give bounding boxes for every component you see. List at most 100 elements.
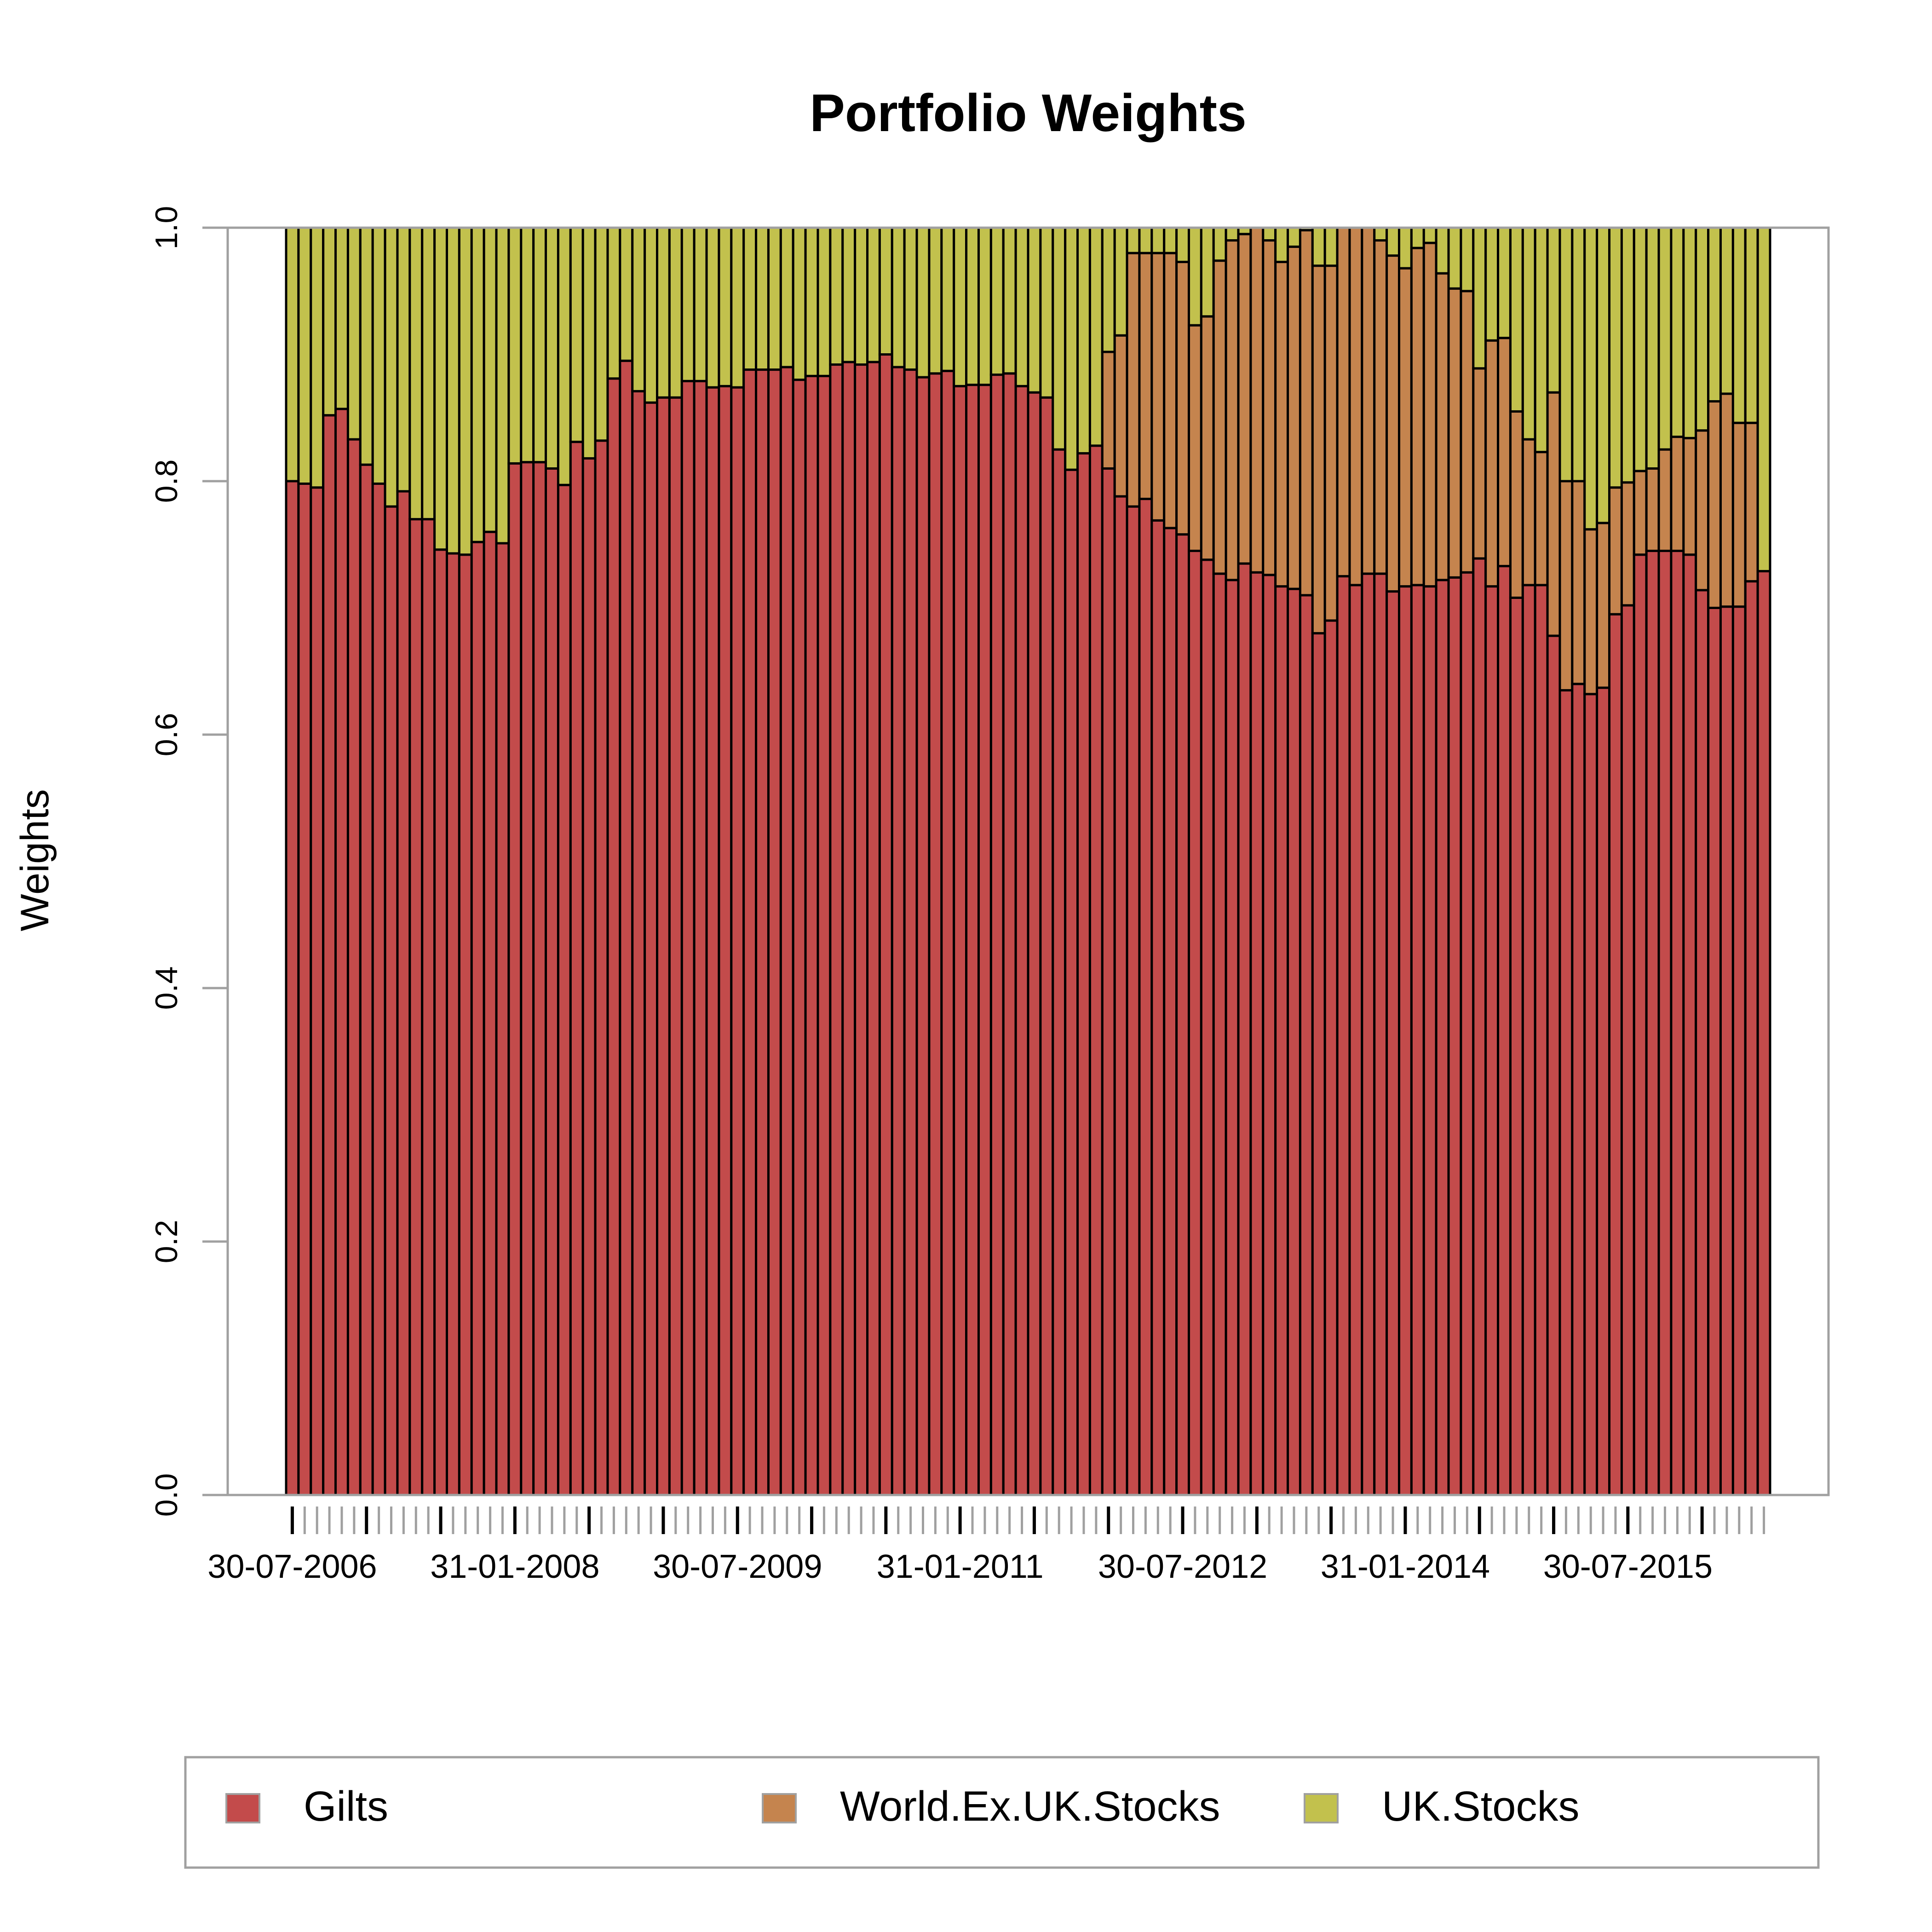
bar-uk-stocks-62 xyxy=(1052,226,1067,451)
legend-label-gilts: Gilts xyxy=(304,1783,388,1830)
bar-uk-stocks-92 xyxy=(1422,226,1438,244)
bar-uk-stocks-31 xyxy=(668,226,683,399)
bar-uk-stocks-30 xyxy=(656,226,671,399)
bar-gilts-113 xyxy=(1682,553,1697,1496)
bar-uk-stocks-91 xyxy=(1410,226,1425,249)
bar-uk-stocks-32 xyxy=(680,226,696,382)
bar-uk-stocks-90 xyxy=(1398,226,1413,270)
bar-uk-stocks-16 xyxy=(483,226,498,533)
bar-gilts-112 xyxy=(1670,550,1685,1496)
bar-world-ex-uk-stocks-70 xyxy=(1150,252,1166,522)
bar-gilts-52 xyxy=(928,372,943,1496)
bar-gilts-63 xyxy=(1064,468,1079,1496)
bar-uk-stocks-20 xyxy=(532,226,547,464)
y-tick-label: 0.8 xyxy=(149,460,184,503)
bar-gilts-77 xyxy=(1237,562,1252,1496)
bar-world-ex-uk-stocks-112 xyxy=(1670,436,1685,552)
bar-uk-stocks-23 xyxy=(569,226,584,443)
legend-swatch-uk-stocks xyxy=(1304,1793,1339,1823)
bar-gilts-79 xyxy=(1262,574,1277,1496)
bar-uk-stocks-54 xyxy=(953,226,968,387)
bar-uk-stocks-59 xyxy=(1014,226,1029,387)
bar-uk-stocks-97 xyxy=(1484,226,1500,342)
bar-world-ex-uk-stocks-91 xyxy=(1410,247,1425,586)
bar-gilts-93 xyxy=(1435,579,1450,1496)
bar-gilts-109 xyxy=(1633,553,1648,1496)
bar-gilts-81 xyxy=(1287,587,1301,1496)
bar-uk-stocks-99 xyxy=(1509,226,1524,413)
bar-gilts-67 xyxy=(1113,495,1128,1496)
bar-gilts-111 xyxy=(1657,550,1673,1496)
bar-gilts-22 xyxy=(557,483,572,1496)
bar-uk-stocks-112 xyxy=(1670,226,1685,438)
bar-uk-stocks-57 xyxy=(989,226,1005,376)
y-axis-title: Weights xyxy=(13,789,57,931)
bar-gilts-9 xyxy=(396,490,411,1496)
bar-world-ex-uk-stocks-71 xyxy=(1163,252,1178,529)
bar-gilts-69 xyxy=(1138,498,1153,1496)
chart-title: Portfolio Weights xyxy=(810,84,1247,143)
bar-uk-stocks-94 xyxy=(1447,226,1462,290)
legend-swatch-world-ex-uk-stocks xyxy=(762,1793,797,1823)
bar-gilts-32 xyxy=(680,380,696,1496)
bar-gilts-110 xyxy=(1645,550,1660,1496)
bar-uk-stocks-117 xyxy=(1731,226,1747,424)
bar-uk-stocks-17 xyxy=(495,226,510,545)
bar-uk-stocks-119 xyxy=(1756,226,1771,573)
bar-uk-stocks-66 xyxy=(1101,226,1116,353)
bar-uk-stocks-100 xyxy=(1521,226,1536,441)
bar-gilts-40 xyxy=(779,366,794,1496)
bar-world-ex-uk-stocks-66 xyxy=(1101,351,1116,470)
bars-layer xyxy=(285,226,1771,1496)
bar-uk-stocks-8 xyxy=(384,226,399,508)
bar-world-ex-uk-stocks-69 xyxy=(1138,252,1153,500)
bar-gilts-27 xyxy=(619,359,634,1496)
bar-gilts-44 xyxy=(829,363,844,1496)
bar-gilts-103 xyxy=(1558,689,1574,1496)
bar-gilts-21 xyxy=(545,467,559,1496)
bar-uk-stocks-108 xyxy=(1620,226,1635,484)
bar-uk-stocks-49 xyxy=(891,226,906,368)
bar-gilts-5 xyxy=(346,438,362,1496)
bar-uk-stocks-29 xyxy=(644,226,658,404)
bar-uk-stocks-73 xyxy=(1187,226,1202,327)
bar-world-ex-uk-stocks-81 xyxy=(1287,245,1301,590)
bar-gilts-117 xyxy=(1731,605,1747,1496)
bar-world-ex-uk-stocks-100 xyxy=(1521,438,1536,586)
bar-gilts-58 xyxy=(1002,372,1017,1496)
bar-uk-stocks-36 xyxy=(730,226,745,389)
bar-uk-stocks-80 xyxy=(1274,226,1289,263)
bar-uk-stocks-55 xyxy=(965,226,980,386)
bar-uk-stocks-51 xyxy=(915,226,931,379)
bar-uk-stocks-9 xyxy=(396,226,411,493)
bar-gilts-10 xyxy=(408,518,424,1496)
bar-gilts-54 xyxy=(953,385,968,1496)
bar-gilts-0 xyxy=(285,480,300,1496)
x-tick-label: 30-07-2009 xyxy=(653,1548,822,1585)
bar-uk-stocks-40 xyxy=(779,226,794,368)
bar-uk-stocks-5 xyxy=(346,226,362,441)
bar-world-ex-uk-stocks-108 xyxy=(1620,481,1635,607)
bar-gilts-39 xyxy=(767,368,782,1496)
bar-uk-stocks-0 xyxy=(285,226,300,483)
bar-uk-stocks-93 xyxy=(1435,226,1450,275)
y-tick-label: 0.4 xyxy=(149,966,184,1010)
bar-gilts-96 xyxy=(1472,557,1487,1496)
bar-gilts-105 xyxy=(1583,693,1598,1496)
bar-gilts-49 xyxy=(891,366,906,1496)
bar-uk-stocks-111 xyxy=(1657,226,1673,451)
bar-gilts-50 xyxy=(903,368,918,1496)
bar-gilts-116 xyxy=(1719,605,1734,1496)
bar-world-ex-uk-stocks-73 xyxy=(1187,324,1202,552)
bar-gilts-24 xyxy=(581,457,597,1496)
bar-gilts-76 xyxy=(1225,579,1240,1496)
bar-uk-stocks-84 xyxy=(1323,226,1339,267)
x-tick-label: 30-07-2015 xyxy=(1543,1548,1713,1585)
bar-world-ex-uk-stocks-77 xyxy=(1237,233,1252,565)
bar-world-ex-uk-stocks-118 xyxy=(1744,421,1759,583)
bar-gilts-56 xyxy=(977,384,992,1496)
bar-world-ex-uk-stocks-82 xyxy=(1299,229,1314,597)
legend-label-uk-stocks: UK.Stocks xyxy=(1382,1783,1579,1830)
bar-gilts-86 xyxy=(1348,584,1363,1496)
bar-uk-stocks-14 xyxy=(458,226,473,556)
